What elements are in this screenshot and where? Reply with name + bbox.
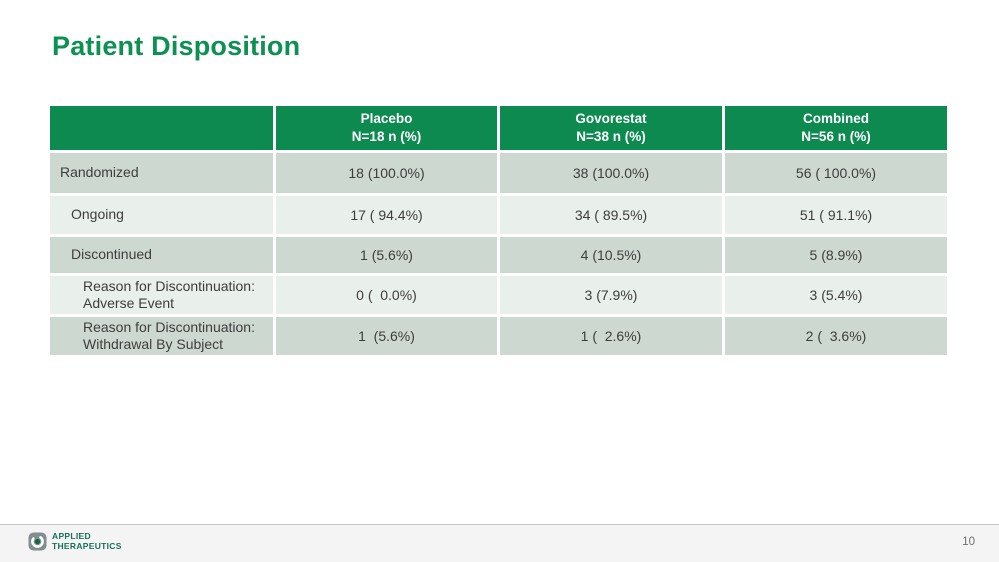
cell-randomized-combined: 56 ( 100.0%) — [725, 153, 947, 193]
cell-discontinued-govorestat: 4 (10.5%) — [500, 237, 722, 273]
table-header-empty — [50, 106, 273, 150]
page-number: 10 — [962, 536, 975, 548]
logo-line-1: APPLIED — [52, 531, 91, 541]
row-label-reason-adverse-event: Reason for Discontinuation: Adverse Even… — [50, 276, 273, 314]
cell-ongoing-govorestat: 34 ( 89.5%) — [500, 196, 722, 234]
company-logo-text: APPLIED THERAPEUTICS — [52, 531, 122, 552]
cell-discontinued-combined: 5 (8.9%) — [725, 237, 947, 273]
cell-discontinued-placebo: 1 (5.6%) — [276, 237, 497, 273]
page-title: Patient Disposition — [52, 31, 301, 61]
table-header-placebo: Placebo N=18 n (%) — [276, 106, 497, 150]
cell-withdrawal-govorestat: 1 ( 2.6%) — [500, 317, 722, 355]
row-label-ongoing: Ongoing — [50, 196, 273, 234]
applied-therapeutics-logo-icon — [28, 532, 47, 551]
cell-ongoing-placebo: 17 ( 94.4%) — [276, 196, 497, 234]
cell-randomized-govorestat: 38 (100.0%) — [500, 153, 722, 193]
row-label-reason-withdrawal: Reason for Discontinuation: Withdrawal B… — [50, 317, 273, 355]
table-header-combined: Combined N=56 n (%) — [725, 106, 947, 150]
cell-randomized-placebo: 18 (100.0%) — [276, 153, 497, 193]
cell-ongoing-combined: 51 ( 91.1%) — [725, 196, 947, 234]
cell-adverse-event-combined: 3 (5.4%) — [725, 276, 947, 314]
logo-line-2: THERAPEUTICS — [52, 540, 122, 551]
cell-adverse-event-govorestat: 3 (7.9%) — [500, 276, 722, 314]
cell-withdrawal-combined: 2 ( 3.6%) — [725, 317, 947, 355]
table-header-govorestat: Govorestat N=38 n (%) — [500, 106, 722, 150]
row-label-discontinued: Discontinued — [50, 237, 273, 273]
company-logo: APPLIED THERAPEUTICS — [28, 531, 122, 552]
patient-disposition-table: Placebo N=18 n (%) Govorestat N=38 n (%)… — [50, 106, 947, 355]
slide-footer: APPLIED THERAPEUTICS 10 — [0, 524, 999, 562]
row-label-randomized: Randomized — [50, 153, 273, 193]
cell-adverse-event-placebo: 0 ( 0.0%) — [276, 276, 497, 314]
cell-withdrawal-placebo: 1 (5.6%) — [276, 317, 497, 355]
